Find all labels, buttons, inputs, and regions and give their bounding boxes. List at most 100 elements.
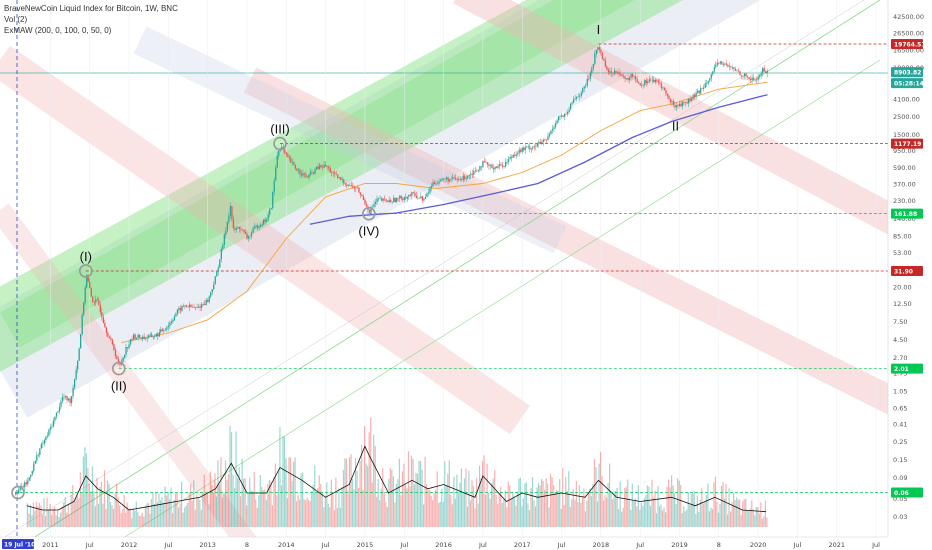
volume-bar — [298, 499, 301, 527]
candle-body — [435, 183, 437, 185]
candle-body — [746, 76, 749, 78]
candle-body — [408, 194, 410, 197]
candle-body — [512, 154, 514, 158]
volume-bar — [132, 508, 134, 527]
volume-bar — [60, 512, 62, 527]
candle-body — [653, 79, 655, 83]
volume-bar — [634, 498, 636, 527]
volume-bar — [270, 481, 272, 527]
volume-bar — [622, 507, 624, 527]
volume-bar — [70, 494, 72, 527]
volume-bar — [421, 470, 423, 527]
volume-bar — [208, 504, 210, 527]
wave-label: (I) — [80, 249, 92, 264]
volume-bar — [324, 495, 326, 527]
volume-bar — [114, 493, 116, 527]
volume-bar — [376, 496, 378, 527]
volume-bar — [624, 488, 626, 527]
volume-bar — [429, 490, 431, 527]
time-tick-label: Jul — [163, 541, 172, 549]
candle-body — [158, 332, 160, 337]
volume-bar — [593, 459, 596, 527]
volume-bar — [400, 495, 402, 527]
volume-bar — [206, 493, 208, 527]
candle-body — [759, 75, 761, 77]
candle-body — [187, 306, 189, 308]
candle-body — [80, 334, 82, 349]
volume-bar — [530, 487, 532, 527]
volume-bar — [229, 425, 231, 527]
candle-body — [436, 183, 439, 185]
candle-body — [155, 333, 157, 337]
candle-body — [161, 329, 163, 332]
volume-bar — [97, 503, 100, 527]
candle-body — [113, 344, 115, 350]
candle-body — [588, 78, 590, 80]
volume-bar — [716, 501, 718, 527]
volume-bar — [184, 507, 186, 527]
candle-body — [39, 448, 41, 455]
candle-body — [270, 208, 272, 210]
candle-body — [606, 66, 608, 70]
candle-body — [107, 332, 109, 337]
volume-bar — [643, 498, 645, 527]
candle-body — [631, 74, 634, 77]
volume-bar — [661, 510, 664, 527]
candle-body — [644, 80, 646, 86]
candle-body — [633, 76, 635, 78]
candle-body — [368, 210, 371, 213]
volume-bar — [377, 479, 379, 527]
candle-body — [371, 206, 374, 208]
candle-body — [222, 244, 224, 250]
candle-body — [701, 88, 703, 90]
candle-body — [321, 167, 324, 168]
candle-body — [517, 153, 519, 155]
candle-body — [21, 486, 23, 487]
price-tick-label: 4.50 — [893, 336, 907, 344]
volume-bar — [75, 497, 77, 527]
candle-body — [468, 175, 470, 176]
candle-body — [255, 225, 257, 227]
candle-body — [530, 148, 532, 150]
volume-bar — [537, 483, 540, 527]
candle-body — [287, 154, 289, 157]
candle-body — [132, 334, 135, 340]
symbol-title[interactable]: BraveNewCoin Liquid Index for Bitcoin, 1… — [4, 4, 178, 13]
volume-bar — [657, 486, 659, 527]
volume-bar — [658, 506, 661, 527]
volume-indicator-label[interactable]: Vol (2) — [4, 15, 28, 24]
last-price-tag — [891, 67, 923, 78]
candle-body — [669, 99, 672, 103]
candle-body — [514, 154, 516, 156]
candle-body — [240, 229, 242, 230]
candle-body — [86, 274, 88, 288]
moving-average-indicator-label[interactable]: ExMAW (200, 0, 100, 0, 50, 0) — [4, 26, 112, 35]
candle-body — [309, 171, 312, 175]
candle-body — [464, 175, 466, 180]
candle-body — [609, 71, 611, 73]
candle-body — [311, 171, 313, 173]
volume-bar — [123, 494, 125, 527]
candle-body — [18, 489, 20, 494]
volume-bar — [602, 500, 605, 527]
candle-body — [671, 101, 673, 103]
candle-body — [662, 87, 664, 89]
volume-bar — [748, 511, 750, 527]
volume-bar — [590, 495, 593, 527]
candle-body — [405, 197, 407, 199]
candle-body — [16, 493, 18, 495]
volume-bar — [413, 484, 416, 527]
candle-body — [391, 202, 393, 203]
volume-bar — [454, 498, 456, 527]
wave-label: (II) — [111, 379, 127, 394]
volume-bar — [460, 468, 463, 527]
candle-body — [444, 178, 446, 180]
volume-bar — [250, 490, 252, 527]
candle-body — [359, 192, 362, 195]
volume-bar — [262, 490, 264, 527]
candle-body — [83, 302, 85, 315]
candle-body — [536, 143, 539, 147]
volume-bar — [69, 514, 71, 527]
volume-bar — [258, 495, 260, 527]
